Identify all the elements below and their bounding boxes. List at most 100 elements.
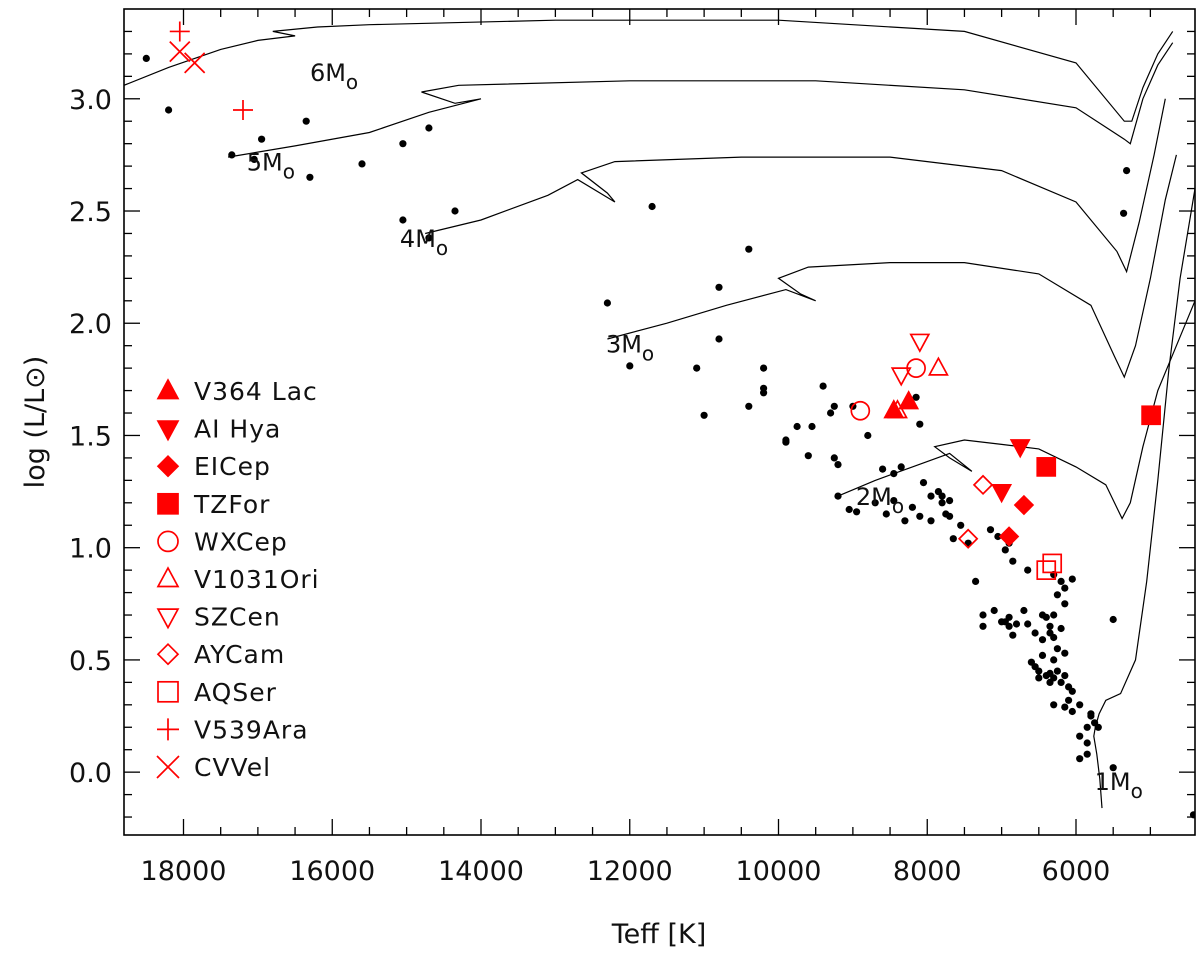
field-star <box>1120 209 1128 217</box>
legend-marker-aycam <box>156 642 180 666</box>
field-star <box>1009 631 1017 639</box>
legend-marker-v1031ori <box>156 566 180 588</box>
field-star <box>957 521 965 529</box>
field-star <box>1061 600 1069 608</box>
marker-szcen <box>909 333 931 353</box>
x-axis-title: Teff [K] <box>611 919 706 950</box>
field-star <box>793 422 801 431</box>
field-star <box>890 470 898 478</box>
field-star <box>1005 622 1013 630</box>
x-tick-label: 12000 <box>587 856 673 887</box>
field-star <box>908 503 917 511</box>
y-tick-label: 0.0 <box>69 758 112 789</box>
field-star <box>425 234 433 242</box>
track-mass-labels: 1Mo 2Mo 3Mo 4Mo 5Mo 6Mo <box>247 59 1143 803</box>
field-star <box>1053 645 1061 653</box>
field-star <box>830 402 838 410</box>
field-star <box>912 393 920 401</box>
field-star <box>1109 615 1117 624</box>
field-star <box>853 508 861 516</box>
legend-marker-eicep <box>156 454 180 478</box>
field-star <box>864 431 872 440</box>
field-star <box>782 438 790 446</box>
field-star <box>1046 622 1054 630</box>
plot-frame <box>123 8 1196 836</box>
field-star <box>1068 707 1076 716</box>
field-star <box>1053 591 1061 599</box>
y-tick-label: 2.0 <box>69 309 112 340</box>
field-star <box>1009 557 1017 565</box>
field-star <box>1024 620 1032 628</box>
field-star <box>916 420 924 428</box>
track-label-1msun: 1Mo <box>1095 768 1143 803</box>
field-star <box>1031 663 1039 671</box>
marker-ai-hya <box>991 483 1013 504</box>
field-star <box>1087 710 1095 718</box>
field-star <box>827 409 835 417</box>
field-star <box>700 411 708 419</box>
field-star <box>715 335 723 343</box>
field-star <box>258 135 266 143</box>
marker-v364-lac <box>898 390 920 410</box>
axis-ticks: 18000 16000 14000 12000 10000 8000 6000 0.0 0.5 1… <box>69 9 1195 887</box>
marker-aqser <box>1042 553 1063 574</box>
marker-tzfor <box>1036 457 1057 477</box>
field-star <box>934 488 943 496</box>
field-star <box>1076 732 1084 740</box>
y-tick-label: 0.5 <box>69 646 112 677</box>
field-star <box>745 245 753 253</box>
field-star <box>1050 611 1058 619</box>
field-star <box>834 492 842 500</box>
marker-tzfor <box>1141 405 1161 426</box>
field-star <box>882 510 890 518</box>
field-star <box>1091 719 1099 727</box>
field-star <box>845 505 853 514</box>
field-star <box>1076 755 1084 763</box>
field-star <box>1050 701 1058 709</box>
field-star <box>979 622 987 630</box>
field-star <box>626 362 634 370</box>
legend-label-v1031ori: V1031Ori <box>194 565 320 594</box>
marker-cvvel <box>169 41 191 63</box>
field-star <box>1083 723 1091 731</box>
field-star <box>1053 667 1061 675</box>
y-tick-label: 1.0 <box>69 534 112 565</box>
field-star <box>693 364 701 372</box>
field-star <box>927 492 935 500</box>
x-tick-label: 6000 <box>1042 856 1111 887</box>
legend: V364 Lac AI Hya EICep TZFor WXCep V1031Ori SZC… <box>156 377 320 782</box>
field-star <box>834 461 842 469</box>
field-star <box>745 402 753 410</box>
track-6msun <box>124 19 1174 122</box>
field-star <box>399 216 407 224</box>
field-star <box>165 106 173 114</box>
marker-wxcep <box>850 400 871 421</box>
field-star <box>890 497 898 505</box>
field-star <box>994 532 1002 541</box>
field-star <box>1050 633 1058 642</box>
field-star <box>1068 687 1076 695</box>
field-star <box>1057 577 1065 586</box>
field-star <box>946 497 954 505</box>
field-star <box>808 422 816 431</box>
field-star <box>1083 750 1091 758</box>
field-star <box>306 173 314 181</box>
field-star <box>1012 620 1021 628</box>
field-star <box>302 117 310 125</box>
legend-marker-v539ara <box>157 718 179 741</box>
field-star <box>1061 649 1069 657</box>
legend-label-szcen: SZCen <box>194 603 281 632</box>
field-star <box>142 54 150 63</box>
field-star <box>1083 739 1091 747</box>
field-star <box>399 140 407 148</box>
legend-label-aycam: AYCam <box>194 640 285 669</box>
track-label-2msun: 2Mo <box>856 483 904 518</box>
field-star <box>1061 584 1069 592</box>
track-3msun <box>607 154 1177 379</box>
marker-aycam <box>972 474 994 496</box>
field-star <box>760 364 768 372</box>
field-star <box>250 155 258 163</box>
field-star <box>1020 606 1028 615</box>
field-star <box>927 517 935 525</box>
